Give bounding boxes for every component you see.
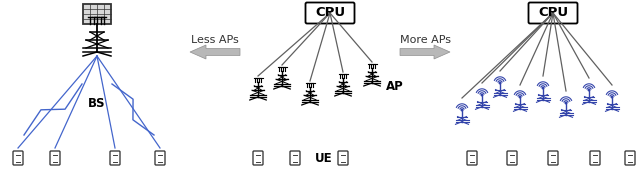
FancyBboxPatch shape: [625, 151, 635, 165]
Text: CPU: CPU: [315, 7, 345, 20]
Text: BS: BS: [88, 97, 106, 110]
Text: More APs: More APs: [399, 35, 451, 45]
FancyBboxPatch shape: [548, 151, 558, 165]
Circle shape: [565, 102, 567, 104]
FancyBboxPatch shape: [338, 151, 348, 165]
Text: AP: AP: [386, 80, 404, 93]
Circle shape: [542, 87, 544, 89]
FancyBboxPatch shape: [110, 151, 120, 165]
Circle shape: [499, 82, 500, 84]
Circle shape: [481, 94, 483, 96]
Circle shape: [588, 89, 590, 91]
FancyBboxPatch shape: [13, 151, 23, 165]
Polygon shape: [190, 45, 240, 59]
FancyBboxPatch shape: [83, 4, 111, 24]
Circle shape: [461, 109, 463, 111]
Text: CPU: CPU: [538, 7, 568, 20]
FancyBboxPatch shape: [50, 151, 60, 165]
Polygon shape: [400, 45, 450, 59]
FancyBboxPatch shape: [467, 151, 477, 165]
Circle shape: [519, 96, 521, 98]
FancyBboxPatch shape: [590, 151, 600, 165]
Text: Less APs: Less APs: [191, 35, 239, 45]
FancyBboxPatch shape: [290, 151, 300, 165]
Circle shape: [611, 96, 612, 98]
Text: UE: UE: [315, 152, 333, 165]
FancyBboxPatch shape: [253, 151, 263, 165]
FancyBboxPatch shape: [507, 151, 517, 165]
FancyBboxPatch shape: [305, 2, 355, 24]
FancyBboxPatch shape: [155, 151, 165, 165]
FancyBboxPatch shape: [529, 2, 577, 24]
